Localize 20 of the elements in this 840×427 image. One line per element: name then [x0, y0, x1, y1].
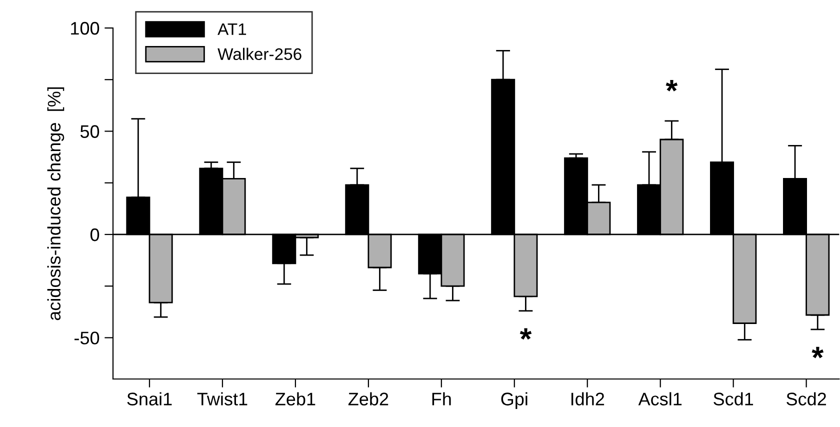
- y-axis-title: acidosis-induced change [%]: [47, 87, 64, 320]
- x-tick-label: Scd1: [714, 392, 754, 406]
- x-tick-label: Snai1: [127, 392, 172, 406]
- y-tick-label: -50: [74, 332, 100, 344]
- annotation: *: [520, 328, 532, 340]
- x-tick-label: Gpi: [501, 392, 528, 410]
- y-tick-label: 0: [90, 228, 100, 242]
- y-tick-label: 100: [71, 22, 100, 35]
- x-tick-label: Zeb1: [275, 392, 316, 406]
- x-tick-label: Acsl1: [638, 392, 682, 406]
- annotation: *: [812, 346, 824, 358]
- annotation: *: [666, 80, 678, 92]
- x-tick-label: Scd2: [786, 392, 826, 406]
- legend-label: Walker-256: [218, 48, 302, 60]
- y-tick-label: 50: [80, 125, 100, 138]
- x-tick-label: Twist1: [197, 392, 248, 406]
- x-tick-label: Idh2: [571, 392, 604, 406]
- legend-label: AT1: [218, 23, 246, 35]
- x-tick-label: Fh: [432, 392, 451, 406]
- x-tick-label: Zeb2: [348, 392, 388, 406]
